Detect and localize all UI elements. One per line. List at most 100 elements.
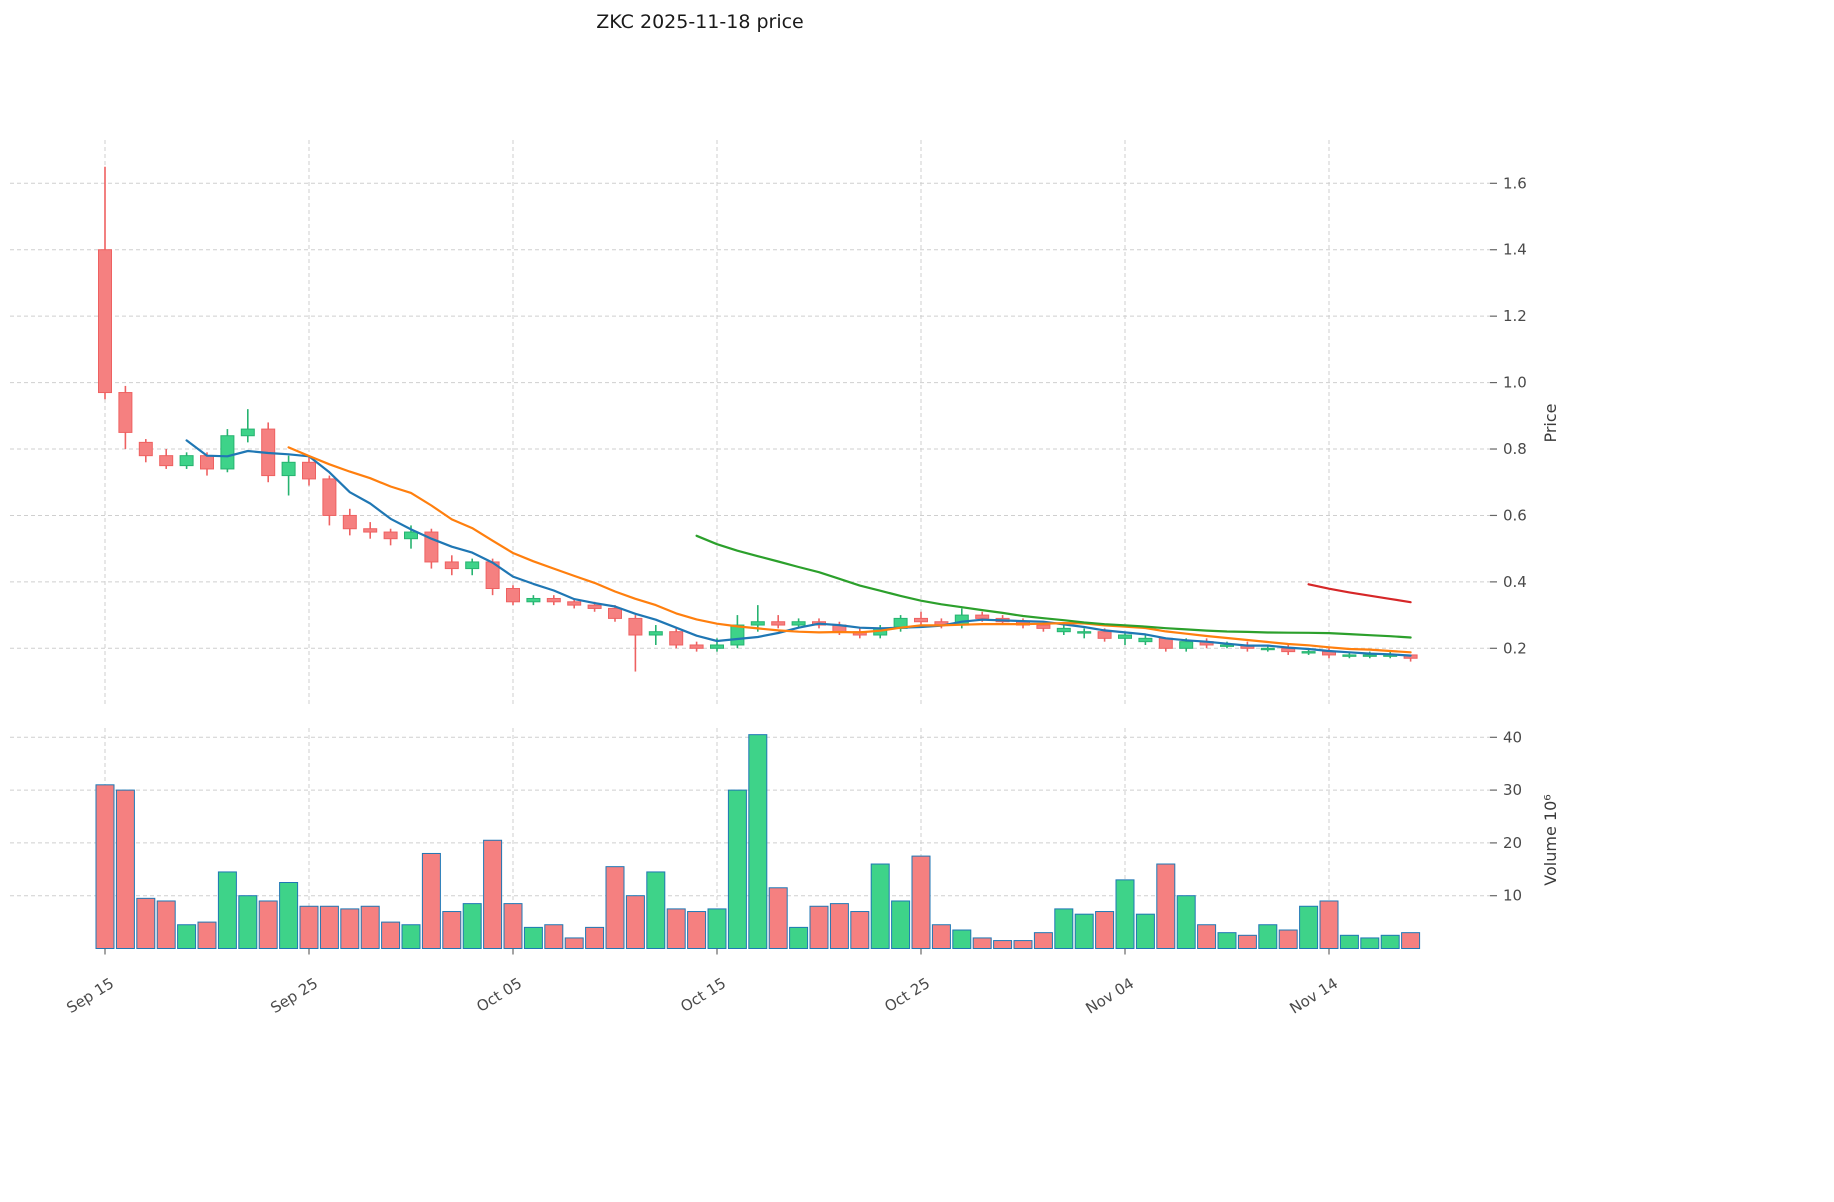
volume-bar: [829, 903, 849, 949]
x-tick-label: Oct 05: [473, 974, 525, 1016]
volume-bar: [1380, 934, 1400, 949]
volume-bar: [1197, 924, 1217, 949]
volume-bar: [931, 924, 951, 949]
candle-body: [1179, 641, 1194, 649]
candle-body: [220, 435, 235, 470]
price-tick-label: 1.6: [1503, 174, 1527, 192]
candle-body: [791, 621, 806, 626]
chart-title: ZKC 2025-11-18 price: [596, 11, 804, 33]
candle-body: [710, 644, 724, 649]
volume-bar: [462, 903, 482, 949]
volume-bar: [564, 937, 584, 950]
price-axis-label: Price: [1541, 403, 1560, 442]
volume-bar: [421, 852, 441, 950]
candle-body: [98, 249, 112, 394]
volume-tick-label: 20: [1503, 834, 1522, 852]
volume-bar: [748, 734, 768, 949]
x-tick-label: Oct 15: [677, 974, 729, 1016]
volume-tick-label: 30: [1503, 781, 1522, 799]
candle-body: [159, 455, 174, 467]
candle-body: [1077, 631, 1092, 634]
x-tick-label: Nov 14: [1287, 974, 1342, 1017]
volume-bar: [1339, 934, 1359, 949]
candle-body: [587, 604, 602, 609]
volume-bar: [1319, 900, 1339, 949]
volume-bar: [1033, 932, 1053, 949]
volume-bar: [1299, 905, 1319, 950]
volume-bar: [727, 789, 747, 949]
volume-bars: [95, 734, 1421, 950]
volume-tick-label: 40: [1503, 728, 1522, 746]
volume-bar: [442, 911, 462, 949]
price-tick-label: 0.2: [1503, 639, 1527, 657]
candle-body: [1138, 637, 1153, 643]
candle-body: [1220, 644, 1234, 647]
candle-body: [118, 392, 133, 433]
x-tick-label: Nov 04: [1083, 974, 1138, 1017]
volume-bar: [136, 897, 156, 950]
volume-bar: [993, 940, 1013, 950]
candle-body: [648, 631, 663, 636]
candle-body: [465, 561, 480, 570]
candle-body: [404, 531, 418, 540]
candle-body: [526, 597, 541, 603]
volume-bar: [789, 926, 809, 950]
volume-bar: [381, 921, 401, 949]
candle-body: [281, 461, 296, 477]
volume-bar: [258, 900, 278, 949]
volume-bar: [1135, 913, 1155, 949]
volume-bar: [197, 921, 217, 949]
price-tick-label: 0.8: [1503, 440, 1527, 458]
candle-body: [1097, 631, 1112, 639]
volume-bar: [687, 911, 707, 949]
volume-bar: [666, 908, 686, 950]
volume-bar: [360, 905, 380, 950]
volume-bar: [646, 871, 666, 949]
volume-bar: [911, 855, 931, 949]
volume-bar: [870, 863, 890, 950]
volume-bar: [156, 900, 176, 949]
candle-body: [567, 601, 582, 606]
candle-body: [628, 617, 643, 636]
volume-bar: [503, 903, 523, 949]
candle-body: [1056, 627, 1071, 633]
volume-bar: [1156, 863, 1176, 950]
volume-bar: [1278, 929, 1298, 950]
volume-bar: [544, 924, 564, 949]
volume-bar: [1095, 911, 1115, 949]
price-tick-label: 0.4: [1503, 573, 1527, 591]
volume-bar: [1258, 924, 1278, 949]
ma-line-ma5: [185, 439, 1412, 657]
candle-body: [730, 624, 745, 646]
volume-bar: [217, 871, 237, 949]
candle-body: [669, 631, 684, 646]
candle-body: [1362, 654, 1377, 657]
candle-body: [342, 514, 357, 530]
volume-bar: [625, 895, 645, 950]
candles: [98, 166, 1418, 672]
volume-bar: [238, 895, 258, 950]
ma-line-ma30: [695, 534, 1412, 639]
candle-body: [546, 597, 561, 603]
candle-body: [322, 478, 337, 516]
volume-bar: [1237, 934, 1257, 949]
volume-bar: [707, 908, 727, 950]
volume-bar: [952, 929, 972, 950]
ma-line-ma10: [287, 446, 1412, 654]
price-tick-label: 1.2: [1503, 307, 1527, 325]
x-tick-label: Oct 25: [881, 974, 933, 1016]
volume-bar: [299, 905, 319, 950]
volume-bar: [1115, 879, 1135, 949]
candle-body: [608, 607, 622, 619]
candle-body: [1342, 654, 1357, 657]
candle-body: [1260, 647, 1275, 651]
volume-bar: [1360, 937, 1380, 950]
volume-axis-label: Volume 10⁶: [1541, 794, 1560, 885]
volume-bar: [1176, 895, 1196, 950]
volume-bar: [891, 900, 911, 949]
volume-bar: [605, 866, 625, 949]
candle-body: [179, 455, 194, 467]
volume-bar: [340, 908, 360, 950]
ma-lines: [185, 439, 1412, 657]
